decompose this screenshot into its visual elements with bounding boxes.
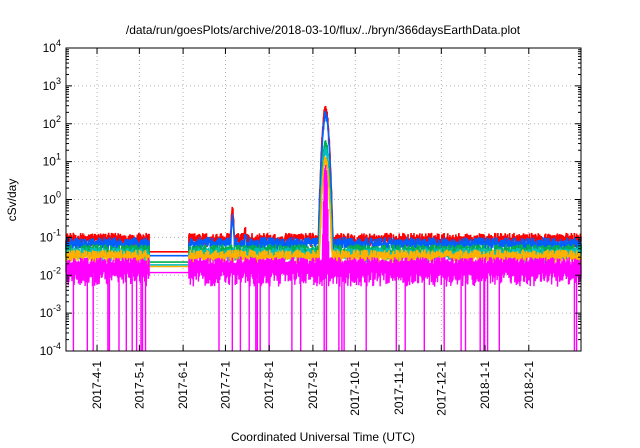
x-tick-label: 2017-10-1: [348, 361, 362, 416]
x-tick-label: 2017-9-1: [306, 361, 320, 409]
y-tick-label: 104: [43, 38, 61, 55]
series-group: [65, 105, 582, 351]
x-tick-label: 2017-8-1: [262, 361, 276, 409]
series-line-6: [65, 164, 582, 351]
x-tick-label: 2017-11-1: [392, 361, 406, 415]
x-axis: 2017-4-1 2017-5-1 2017-6-1 2017-7-1 2017-8-1…: [90, 48, 536, 416]
y-tick-label: 10-2: [40, 265, 61, 282]
y-tick-label: 10-3: [40, 303, 61, 320]
y-tick-label: 10-1: [40, 227, 61, 244]
y-tick-label: 103: [43, 76, 61, 93]
chart-title: /data/run/goesPlots/archive/2018-03-10/f…: [126, 23, 521, 37]
x-axis-label: Coordinated Universal Time (UTC): [231, 430, 415, 444]
x-tick-label: 2017-7-1: [218, 361, 232, 409]
x-tick-label: 2017-6-1: [176, 361, 190, 409]
y-tick-label: 102: [43, 114, 61, 131]
y-axis: 10-4 10-3 10-2 10-1 100 101 102 103 104: [40, 38, 581, 358]
x-tick-label: 2017-5-1: [132, 361, 146, 409]
y-tick-label: 100: [43, 190, 61, 207]
x-tick-label: 2018-2-1: [522, 361, 536, 409]
x-tick-label: 2017-4-1: [90, 361, 104, 409]
y-tick-label: 101: [43, 152, 61, 169]
y-axis-label: cSv/day: [5, 179, 19, 222]
x-tick-label: 2018-1-1: [478, 361, 492, 409]
x-tick-label: 2017-12-1: [434, 361, 448, 416]
y-tick-label: 10-4: [40, 341, 61, 358]
series-line-5: [65, 156, 582, 268]
